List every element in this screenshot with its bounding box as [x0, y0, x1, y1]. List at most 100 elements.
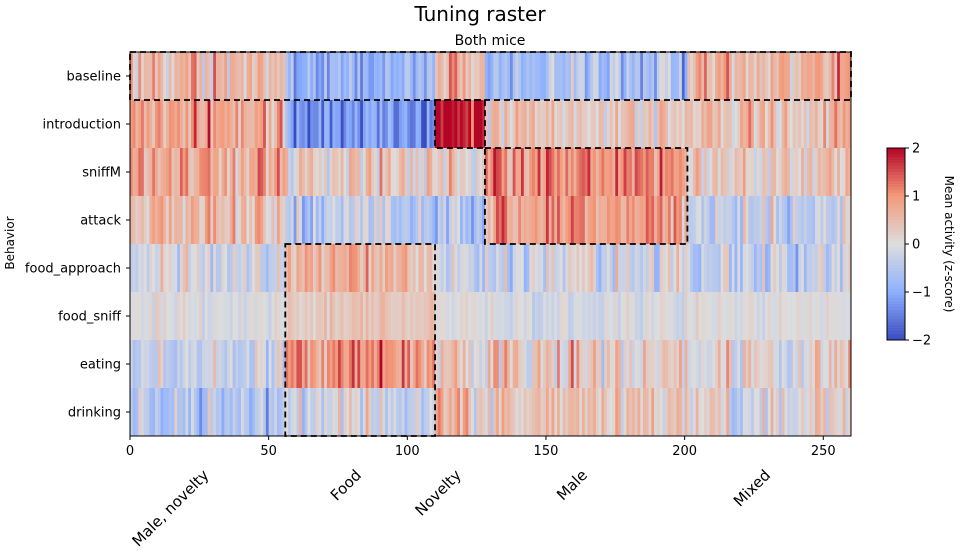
- heatmap-cell: [803, 196, 808, 245]
- heatmap-cell: [498, 388, 502, 437]
- heatmap-cell: [612, 244, 616, 293]
- heatmap-cell: [141, 388, 145, 437]
- heatmap-cell: [387, 52, 392, 101]
- heatmap-cell: [135, 52, 139, 101]
- heatmap-cell: [235, 340, 239, 389]
- heatmap-cell: [723, 292, 727, 341]
- heatmap-cell: [299, 148, 303, 197]
- heatmap-cell: [468, 292, 472, 341]
- heatmap-cell: [476, 196, 480, 245]
- heatmap-cell: [806, 388, 810, 437]
- heatmap-cell: [720, 148, 724, 197]
- heatmap-cell: [482, 292, 486, 341]
- heatmap-cell: [842, 388, 846, 437]
- heatmap-cell: [146, 244, 150, 293]
- heatmap-cell: [684, 244, 688, 293]
- heatmap-cell: [601, 388, 605, 437]
- heatmap-cell: [138, 292, 142, 341]
- heatmap-cell: [648, 196, 652, 245]
- heatmap-cell: [737, 196, 741, 245]
- heatmap-cell: [349, 340, 353, 389]
- heatmap-cell: [704, 388, 708, 437]
- heatmap-cell: [809, 244, 813, 293]
- heatmap-cell: [712, 196, 716, 245]
- heatmap-cell: [612, 340, 616, 389]
- heatmap-cell: [809, 292, 813, 341]
- heatmap-cell: [443, 244, 447, 293]
- heatmap-cell: [404, 244, 408, 293]
- heatmap-cell: [837, 52, 841, 101]
- heatmap-cell: [321, 196, 325, 245]
- heatmap-cell: [168, 340, 172, 389]
- heatmap-cell: [717, 148, 722, 197]
- heatmap-cell: [174, 100, 178, 149]
- heatmap-cell: [335, 388, 339, 437]
- heatmap-cell: [462, 100, 466, 149]
- heatmap-cell: [285, 244, 289, 293]
- heatmap-cell: [692, 292, 697, 341]
- heatmap-cell: [487, 292, 491, 341]
- heatmap-cell: [609, 52, 613, 101]
- heatmap-cell: [310, 388, 314, 437]
- heatmap-cell: [740, 244, 744, 293]
- heatmap-cell: [484, 292, 489, 341]
- heatmap-cell: [432, 388, 436, 437]
- heatmap-cell: [227, 340, 231, 389]
- heatmap-cell: [313, 100, 317, 149]
- heatmap-cell: [512, 148, 516, 197]
- heatmap-cell: [695, 388, 699, 437]
- heatmap-cell: [784, 196, 788, 245]
- heatmap-cell: [532, 244, 536, 293]
- heatmap-cell: [385, 100, 389, 149]
- heatmap-cell: [534, 292, 539, 341]
- heatmap-cell: [462, 244, 466, 293]
- heatmap-cell: [227, 148, 231, 197]
- heatmap-cell: [701, 52, 705, 101]
- heatmap-cell: [185, 292, 189, 341]
- heatmap-cell: [299, 340, 303, 389]
- heatmap-cell: [240, 340, 245, 389]
- heatmap-cell: [407, 148, 411, 197]
- heatmap-cell: [213, 292, 217, 341]
- heatmap-cell: [634, 244, 638, 293]
- heatmap-cell: [601, 244, 605, 293]
- heatmap-cell: [379, 340, 383, 389]
- heatmap-cell: [656, 388, 661, 437]
- heatmap-cell: [582, 148, 586, 197]
- heatmap-cell: [398, 244, 403, 293]
- heatmap-cell: [620, 388, 625, 437]
- heatmap-cell: [554, 244, 558, 293]
- heatmap-cell: [490, 52, 494, 101]
- heatmap-cell: [681, 292, 686, 341]
- heatmap-cell: [459, 100, 464, 149]
- heatmap-cell: [276, 196, 281, 245]
- heatmap-cell: [301, 292, 306, 341]
- heatmap-cell: [224, 196, 228, 245]
- heatmap-cell: [149, 196, 153, 245]
- heatmap-cell: [365, 148, 369, 197]
- heatmap-cell: [204, 52, 209, 101]
- heatmap-cell: [695, 52, 699, 101]
- heatmap-cell: [606, 196, 611, 245]
- heatmap-cells: [130, 52, 852, 437]
- heatmap-cell: [243, 196, 247, 245]
- heatmap-cell: [651, 196, 655, 245]
- heatmap-cell: [182, 100, 186, 149]
- heatmap-cell: [576, 100, 580, 149]
- heatmap-cell: [590, 244, 594, 293]
- heatmap-cell: [368, 244, 372, 293]
- heatmap-cell: [842, 196, 846, 245]
- heatmap-cell: [842, 100, 846, 149]
- heatmap-cell: [687, 100, 691, 149]
- heatmap-cell: [776, 196, 780, 245]
- heatmap-cell: [337, 100, 342, 149]
- heatmap-cell: [842, 244, 846, 293]
- heatmap-cell: [792, 196, 796, 245]
- heatmap-cell: [484, 148, 489, 197]
- heatmap-cell: [751, 244, 755, 293]
- heatmap-cell: [839, 244, 844, 293]
- heatmap-cell: [740, 340, 744, 389]
- colorbar-segment: [887, 334, 905, 338]
- heatmap-cell: [742, 148, 747, 197]
- heatmap-cell: [321, 340, 325, 389]
